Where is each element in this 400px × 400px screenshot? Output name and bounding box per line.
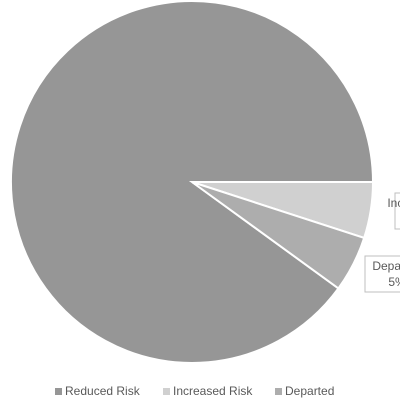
data-label-name: Departed	[372, 259, 400, 273]
legend-swatch	[163, 388, 170, 395]
legend-label: Increased Risk	[173, 384, 253, 398]
legend-label: Reduced Risk	[65, 384, 141, 398]
legend-swatch	[275, 388, 282, 395]
pie-slice	[191, 181, 366, 290]
data-label-box	[394, 192, 400, 230]
data-label-value: 5%	[388, 275, 400, 289]
data-label-name: Increased Risk	[387, 196, 400, 210]
data-label-box	[364, 255, 400, 293]
legend-label: Departed	[285, 384, 334, 398]
legend-swatch	[55, 388, 62, 395]
